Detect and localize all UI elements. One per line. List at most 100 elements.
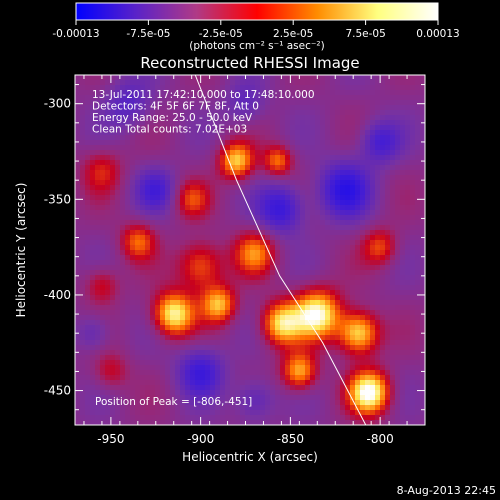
annotation-line: Clean Total counts: 7.02E+03 bbox=[92, 124, 247, 136]
heatmap-cell bbox=[310, 220, 316, 226]
colorbar-tick-label: -7.5e-05 bbox=[126, 28, 170, 40]
heatmap-cell bbox=[280, 160, 286, 166]
heatmap-cell bbox=[290, 265, 296, 271]
heatmap-cell bbox=[290, 395, 296, 401]
heatmap-cell bbox=[395, 110, 401, 116]
heatmap-cell bbox=[155, 175, 161, 181]
heatmap-cell bbox=[170, 365, 176, 371]
heatmap-cell bbox=[405, 195, 411, 201]
heatmap-cell bbox=[345, 270, 351, 276]
heatmap-cell bbox=[135, 110, 141, 116]
heatmap-cell bbox=[230, 305, 236, 311]
heatmap-cell bbox=[160, 120, 166, 126]
heatmap-cell bbox=[140, 220, 146, 226]
heatmap-cell bbox=[205, 205, 211, 211]
heatmap-cell bbox=[130, 170, 136, 176]
heatmap-cell bbox=[275, 100, 281, 106]
heatmap-cell bbox=[260, 165, 266, 171]
heatmap-cell bbox=[335, 95, 341, 101]
heatmap-cell bbox=[310, 135, 316, 141]
heatmap-cell bbox=[205, 240, 211, 246]
heatmap-cell bbox=[75, 310, 81, 316]
heatmap-cell bbox=[125, 175, 131, 181]
heatmap-cell bbox=[95, 165, 101, 171]
heatmap-cell bbox=[250, 110, 256, 116]
heatmap-cell bbox=[225, 260, 231, 266]
heatmap-cell bbox=[200, 355, 206, 361]
heatmap-cell bbox=[170, 140, 176, 146]
heatmap-cell bbox=[180, 395, 186, 401]
heatmap-cell bbox=[220, 415, 226, 421]
heatmap-cell bbox=[405, 310, 411, 316]
heatmap-cell bbox=[220, 75, 226, 81]
heatmap-cell bbox=[140, 250, 146, 256]
heatmap-cell bbox=[330, 190, 336, 196]
heatmap-cell bbox=[295, 340, 301, 346]
heatmap-cell bbox=[205, 255, 211, 261]
heatmap-cell bbox=[320, 75, 326, 81]
heatmap-cell bbox=[275, 215, 281, 221]
heatmap-cell bbox=[335, 210, 341, 216]
heatmap-cell bbox=[370, 105, 376, 111]
heatmap-cell bbox=[360, 90, 366, 96]
heatmap-cell bbox=[415, 105, 421, 111]
heatmap-cell bbox=[120, 130, 126, 136]
heatmap-cell bbox=[210, 175, 216, 181]
heatmap-cell bbox=[335, 120, 341, 126]
heatmap-cell bbox=[225, 335, 231, 341]
heatmap-cell bbox=[180, 335, 186, 341]
heatmap-cell bbox=[195, 420, 201, 425]
x-tick-label: -850 bbox=[277, 432, 304, 446]
heatmap-cell bbox=[95, 360, 101, 366]
heatmap-cell bbox=[210, 300, 216, 306]
heatmap-cell bbox=[330, 255, 336, 261]
heatmap-cell bbox=[385, 400, 391, 406]
heatmap-cell bbox=[235, 175, 241, 181]
heatmap-cell bbox=[395, 75, 401, 81]
heatmap-cell bbox=[325, 275, 331, 281]
heatmap-cell bbox=[225, 95, 231, 101]
heatmap-cell bbox=[320, 245, 326, 251]
heatmap-cell bbox=[345, 375, 351, 381]
heatmap-cell bbox=[325, 260, 331, 266]
heatmap-cell bbox=[195, 195, 201, 201]
heatmap-cell bbox=[340, 90, 346, 96]
heatmap-cell bbox=[155, 110, 161, 116]
heatmap-cell bbox=[125, 105, 131, 111]
heatmap-cell bbox=[390, 290, 396, 296]
heatmap-cell bbox=[380, 395, 386, 401]
heatmap-cell bbox=[245, 345, 251, 351]
heatmap-cell bbox=[185, 365, 191, 371]
heatmap-cell bbox=[125, 350, 131, 356]
heatmap-cell bbox=[270, 365, 276, 371]
heatmap-cell bbox=[195, 130, 201, 136]
heatmap-cell bbox=[190, 160, 196, 166]
heatmap-cell bbox=[300, 260, 306, 266]
heatmap-cell bbox=[225, 315, 231, 321]
heatmap-cell bbox=[350, 215, 356, 221]
heatmap-cell bbox=[150, 85, 156, 91]
heatmap-cell bbox=[250, 125, 256, 131]
heatmap-cell bbox=[255, 415, 261, 421]
heatmap-cell bbox=[110, 215, 116, 221]
heatmap-cell bbox=[240, 90, 246, 96]
heatmap-cell bbox=[380, 325, 386, 331]
heatmap-cell bbox=[400, 290, 406, 296]
heatmap-cell bbox=[375, 225, 381, 231]
heatmap-cell bbox=[175, 225, 181, 231]
heatmap-cell bbox=[205, 315, 211, 321]
heatmap-cell bbox=[165, 80, 171, 86]
heatmap-cell bbox=[420, 295, 425, 301]
heatmap-cell bbox=[255, 320, 261, 326]
heatmap-cell bbox=[325, 230, 331, 236]
heatmap-cell bbox=[280, 180, 286, 186]
heatmap-cell bbox=[410, 250, 416, 256]
heatmap-cell bbox=[255, 260, 261, 266]
heatmap-cell bbox=[160, 235, 166, 241]
heatmap-cell bbox=[285, 190, 291, 196]
heatmap-cell bbox=[95, 220, 101, 226]
heatmap-cell bbox=[95, 205, 101, 211]
heatmap-cell bbox=[295, 410, 301, 416]
heatmap-cell bbox=[230, 300, 236, 306]
heatmap-cell bbox=[270, 250, 276, 256]
